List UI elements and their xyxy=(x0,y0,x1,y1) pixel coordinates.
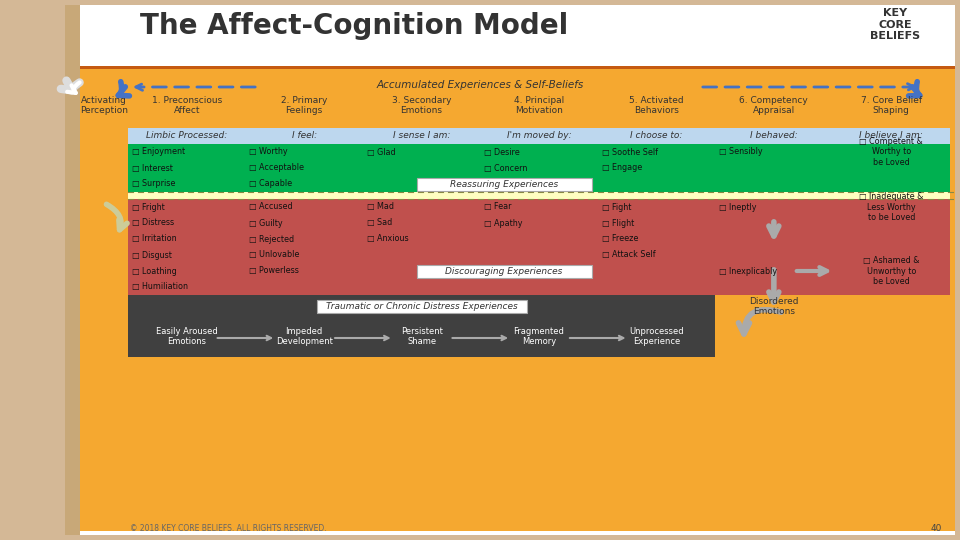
Text: □ Inexplicably: □ Inexplicably xyxy=(719,267,778,275)
Text: 3. Secondary
Emotions: 3. Secondary Emotions xyxy=(392,96,451,116)
Text: □ Freeze: □ Freeze xyxy=(602,234,638,244)
Text: □ Interest: □ Interest xyxy=(132,164,173,172)
Text: □ Sad: □ Sad xyxy=(367,219,392,227)
Text: □ Irritation: □ Irritation xyxy=(132,234,177,244)
Bar xyxy=(317,300,527,313)
Bar xyxy=(417,265,591,278)
Text: Persistent
Shame: Persistent Shame xyxy=(400,327,443,346)
Bar xyxy=(128,144,950,192)
Text: □ Powerless: □ Powerless xyxy=(250,267,300,275)
Text: □ Sensibly: □ Sensibly xyxy=(719,147,763,157)
Text: KEY
CORE
BELIEFS: KEY CORE BELIEFS xyxy=(870,8,920,41)
Text: □ Glad: □ Glad xyxy=(367,147,396,157)
Text: □ Rejected: □ Rejected xyxy=(250,234,295,244)
Text: □ Disgust: □ Disgust xyxy=(132,251,172,260)
Text: Limbic Processed:: Limbic Processed: xyxy=(146,132,228,140)
Text: □ Fear: □ Fear xyxy=(484,202,512,212)
Bar xyxy=(128,295,715,357)
Bar xyxy=(128,199,950,295)
Text: □ Unlovable: □ Unlovable xyxy=(250,251,300,260)
Bar xyxy=(80,5,955,67)
Text: □ Humiliation: □ Humiliation xyxy=(132,282,188,292)
Text: 40: 40 xyxy=(930,524,942,533)
Text: Fragmented
Memory: Fragmented Memory xyxy=(514,327,564,346)
Text: I behaved:: I behaved: xyxy=(750,132,798,140)
Text: 7. Core Belief
Shaping: 7. Core Belief Shaping xyxy=(861,96,922,116)
Bar xyxy=(80,66,955,69)
Text: □ Desire: □ Desire xyxy=(484,147,520,157)
Text: 5. Activated
Behaviors: 5. Activated Behaviors xyxy=(629,96,684,116)
Text: □ Fight: □ Fight xyxy=(602,202,631,212)
Text: 2. Primary
Feelings: 2. Primary Feelings xyxy=(281,96,327,116)
Text: □ Acceptable: □ Acceptable xyxy=(250,164,304,172)
Text: □ Ineptly: □ Ineptly xyxy=(719,202,756,212)
Text: I choose to:: I choose to: xyxy=(631,132,683,140)
Text: □ Distress: □ Distress xyxy=(132,219,174,227)
Text: The Affect-Cognition Model: The Affect-Cognition Model xyxy=(140,12,568,40)
Text: © 2018 KEY CORE BELIEFS. ALL RIGHTS RESERVED.: © 2018 KEY CORE BELIEFS. ALL RIGHTS RESE… xyxy=(130,524,326,533)
Text: □ Attack Self: □ Attack Self xyxy=(602,251,656,260)
Text: □ Ashamed &
Unworthy to
be Loved: □ Ashamed & Unworthy to be Loved xyxy=(863,256,920,286)
Text: □ Concern: □ Concern xyxy=(484,164,528,172)
Text: □ Fright: □ Fright xyxy=(132,202,165,212)
Bar xyxy=(128,192,950,199)
Text: □ Inadequate &
Less Worthy
to be Loved: □ Inadequate & Less Worthy to be Loved xyxy=(859,192,924,222)
Text: I feel:: I feel: xyxy=(292,132,317,140)
Text: Unprocessed
Experience: Unprocessed Experience xyxy=(629,327,684,346)
Text: I believe I am:: I believe I am: xyxy=(859,132,924,140)
Text: □ Mad: □ Mad xyxy=(367,202,394,212)
Bar xyxy=(65,5,80,535)
Text: □ Capable: □ Capable xyxy=(250,179,293,188)
Text: I'm moved by:: I'm moved by: xyxy=(507,132,571,140)
Text: □ Apathy: □ Apathy xyxy=(484,219,523,227)
Text: □ Soothe Self: □ Soothe Self xyxy=(602,147,658,157)
Text: Reassuring Experiences: Reassuring Experiences xyxy=(450,180,558,189)
Text: Disordered
Emotions: Disordered Emotions xyxy=(749,297,799,316)
Bar xyxy=(128,128,950,144)
Text: □ Anxious: □ Anxious xyxy=(367,234,409,244)
Text: □ Accused: □ Accused xyxy=(250,202,293,212)
Text: Activating
Perception: Activating Perception xyxy=(80,96,128,116)
Text: Impeded
Development: Impeded Development xyxy=(276,327,332,346)
Text: 1. Preconscious
Affect: 1. Preconscious Affect xyxy=(152,96,222,116)
Text: 6. Competency
Appraisal: 6. Competency Appraisal xyxy=(739,96,808,116)
Text: □ Guilty: □ Guilty xyxy=(250,219,283,227)
Text: Traumatic or Chronic Distress Experiences: Traumatic or Chronic Distress Experience… xyxy=(325,302,517,311)
Text: I sense I am:: I sense I am: xyxy=(393,132,450,140)
Text: □ Engage: □ Engage xyxy=(602,164,642,172)
Text: □ Competent &
Worthy to
be Loved: □ Competent & Worthy to be Loved xyxy=(859,137,924,167)
Text: □ Flight: □ Flight xyxy=(602,219,634,227)
Text: Easily Aroused
Emotions: Easily Aroused Emotions xyxy=(156,327,218,346)
Text: Discouraging Experiences: Discouraging Experiences xyxy=(445,267,563,276)
Text: 4. Principal
Motivation: 4. Principal Motivation xyxy=(514,96,564,116)
Text: Accumulated Experiences & Self-Beliefs: Accumulated Experiences & Self-Beliefs xyxy=(376,80,584,90)
Text: □ Loathing: □ Loathing xyxy=(132,267,177,275)
Bar xyxy=(417,178,591,191)
Bar xyxy=(80,69,955,531)
Text: □ Surprise: □ Surprise xyxy=(132,179,176,188)
Text: □ Worthy: □ Worthy xyxy=(250,147,288,157)
Text: □ Enjoyment: □ Enjoyment xyxy=(132,147,185,157)
